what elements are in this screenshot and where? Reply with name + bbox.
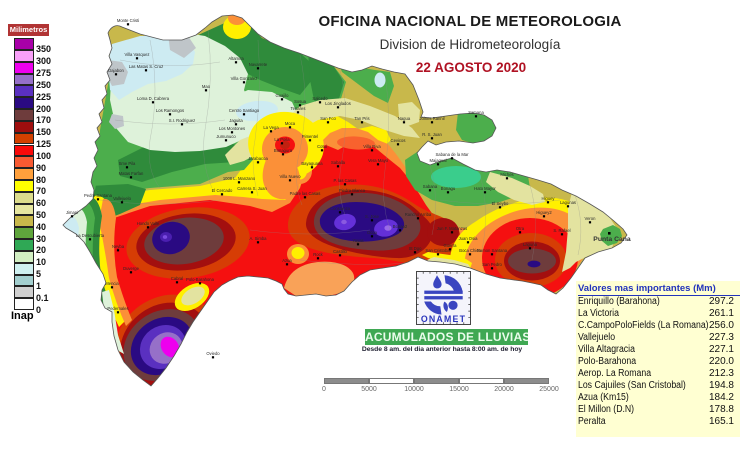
svg-text:Ramon Santana: Ramon Santana (477, 248, 508, 253)
svg-text:Bonagura: Bonagura (274, 148, 293, 153)
svg-text:Jarabacoa: Jarabacoa (248, 156, 268, 161)
svg-text:Los Ramongos: Los Ramongos (156, 108, 184, 113)
svg-text:Pimentel: Pimentel (302, 134, 318, 139)
svg-text:Cevicos: Cevicos (391, 138, 406, 143)
svg-text:Joines Ranhil: Joines Ranhil (419, 116, 444, 121)
svg-text:Higuey: Higuey (541, 196, 555, 201)
svg-text:La Vega: La Vega (263, 125, 279, 130)
svg-text:Jun F. Matanzas: Jun F. Matanzas (437, 226, 468, 231)
svg-text:Mencia: Mencia (105, 281, 119, 286)
svg-text:Guajilo: Guajilo (275, 93, 289, 98)
svg-text:San Fco: San Fco (320, 116, 336, 121)
svg-text:Veron: Veron (585, 216, 597, 221)
svg-text:Villa Nuevo: Villa Nuevo (279, 174, 301, 179)
svg-text:Pedernales: Pedernales (107, 306, 128, 311)
svg-text:P. las Casas: P. las Casas (334, 178, 357, 183)
svg-text:Rancho Arriba: Rancho Arriba (405, 212, 432, 217)
svg-text:Laguna: Laguna (523, 242, 538, 247)
svg-text:S.I. Rodriguez: S.I. Rodriguez (169, 118, 196, 123)
svg-text:Sme Pila: Sme Pila (119, 161, 136, 166)
svg-text:Sabana de la Mar: Sabana de la Mar (435, 152, 469, 157)
svg-text:Jimani: Jimani (66, 210, 78, 215)
svg-text:La Poila: La Poila (274, 137, 290, 142)
svg-text:Matas Farfan: Matas Farfan (119, 171, 144, 176)
svg-text:Monte Cristi: Monte Cristi (117, 18, 139, 23)
svg-text:Villa Riva: Villa Riva (363, 144, 381, 149)
svg-text:St Dgo: St Dgo (409, 246, 422, 251)
svg-text:ONAMET: ONAMET (421, 314, 466, 324)
svg-text:A. Simba: A. Simba (250, 236, 268, 241)
svg-text:S. Rafael: S. Rafael (553, 228, 570, 233)
svg-text:R. S. Juan: R. S. Juan (422, 132, 442, 137)
svg-text:El Seybo: El Seybo (492, 201, 509, 206)
svg-text:Piedra Blanca: Piedra Blanca (339, 188, 366, 193)
svg-text:Lagunas: Lagunas (560, 200, 576, 205)
svg-text:Moca: Moca (285, 121, 296, 126)
svg-text:Miches: Miches (500, 172, 513, 177)
svg-text:Otra: Otra (516, 226, 525, 231)
svg-text:Villa Gonzalez: Villa Gonzalez (231, 76, 258, 81)
svg-text:Bonagu: Bonagu (441, 186, 456, 191)
svg-text:Los Montones: Los Montones (219, 126, 245, 131)
svg-text:Juan Osia: Juan Osia (459, 236, 479, 241)
svg-text:Pedro Santana: Pedro Santana (84, 193, 113, 198)
svg-text:Jaguita: Jaguita (229, 118, 243, 123)
svg-text:Las Matas S. Cruz: Las Matas S. Cruz (129, 64, 163, 69)
svg-text:Mao: Mao (202, 84, 211, 89)
svg-text:S. Jose: S. Jose (365, 214, 380, 219)
svg-text:Centro Santiago: Centro Santiago (229, 108, 260, 113)
svg-text:Saballa: Saballa (331, 160, 346, 165)
svg-text:Navarrete: Navarrete (249, 62, 268, 67)
svg-text:Higuey2: Higuey2 (536, 210, 552, 215)
svg-text:Bonao2: Bonao2 (393, 224, 408, 229)
svg-text:Samana: Samana (468, 110, 484, 115)
svg-text:El Cercado: El Cercado (212, 188, 233, 193)
svg-text:Hondo Valle: Hondo Valle (137, 221, 160, 226)
svg-text:Constanza: Constanza (330, 206, 351, 211)
svg-text:Tenares: Tenares (291, 106, 306, 111)
svg-text:Cotui: Cotui (317, 144, 327, 149)
svg-text:Oviedo: Oviedo (206, 351, 220, 356)
svg-text:San Pedro: San Pedro (482, 262, 502, 267)
svg-text:Hato Mayor: Hato Mayor (474, 186, 496, 191)
svg-text:San Cristobal: San Cristobal (425, 248, 450, 253)
svg-text:Boca Chica: Boca Chica (459, 248, 481, 253)
svg-text:Dajabon: Dajabon (108, 68, 124, 73)
svg-text:Vallejuelo: Vallejuelo (113, 196, 132, 201)
svg-text:Los Jinglados: Los Jinglados (325, 101, 351, 106)
svg-text:Tan Pris: Tan Pris (354, 116, 369, 121)
svg-text:Padre las Casas: Padre las Casas (290, 191, 321, 196)
svg-text:La Descubierta: La Descubierta (76, 233, 105, 238)
svg-text:Castillo: Castillo (333, 249, 347, 254)
svg-text:Azua: Azua (282, 258, 292, 263)
svg-text:Yayas: Yayas (352, 238, 363, 243)
svg-text:Sosua: Sosua (294, 99, 307, 104)
svg-text:Guerra: Guerra (443, 243, 457, 248)
svg-text:Ocoa: Ocoa (367, 230, 378, 235)
svg-text:Sabana: Sabana (423, 184, 438, 189)
svg-text:1008 L. Manzano: 1008 L. Manzano (223, 176, 256, 181)
svg-text:Carrera S. Juan: Carrera S. Juan (237, 186, 267, 191)
svg-text:Rock: Rock (313, 252, 323, 257)
svg-text:Neyba: Neyba (112, 244, 125, 249)
svg-text:Salcedo: Salcedo (312, 96, 328, 101)
svg-text:Majagual: Majagual (430, 158, 447, 163)
svg-text:Cabral: Cabral (171, 276, 183, 281)
svg-text:Loma D. Cabrera: Loma D. Cabrera (137, 96, 170, 101)
svg-text:Vera Mayo: Vera Mayo (368, 158, 389, 163)
svg-text:Duverge: Duverge (123, 266, 139, 271)
svg-text:Nagua: Nagua (398, 116, 411, 121)
svg-text:Altamira: Altamira (228, 56, 244, 61)
svg-text:Bayaguana: Bayaguana (301, 161, 323, 166)
svg-text:Punta Cana: Punta Cana (593, 236, 631, 243)
svg-text:Polo-Barahona: Polo-Barahona (186, 277, 215, 282)
svg-text:Villa Vasquez: Villa Vasquez (125, 52, 150, 57)
svg-text:Jumunuco: Jumunuco (216, 134, 236, 139)
